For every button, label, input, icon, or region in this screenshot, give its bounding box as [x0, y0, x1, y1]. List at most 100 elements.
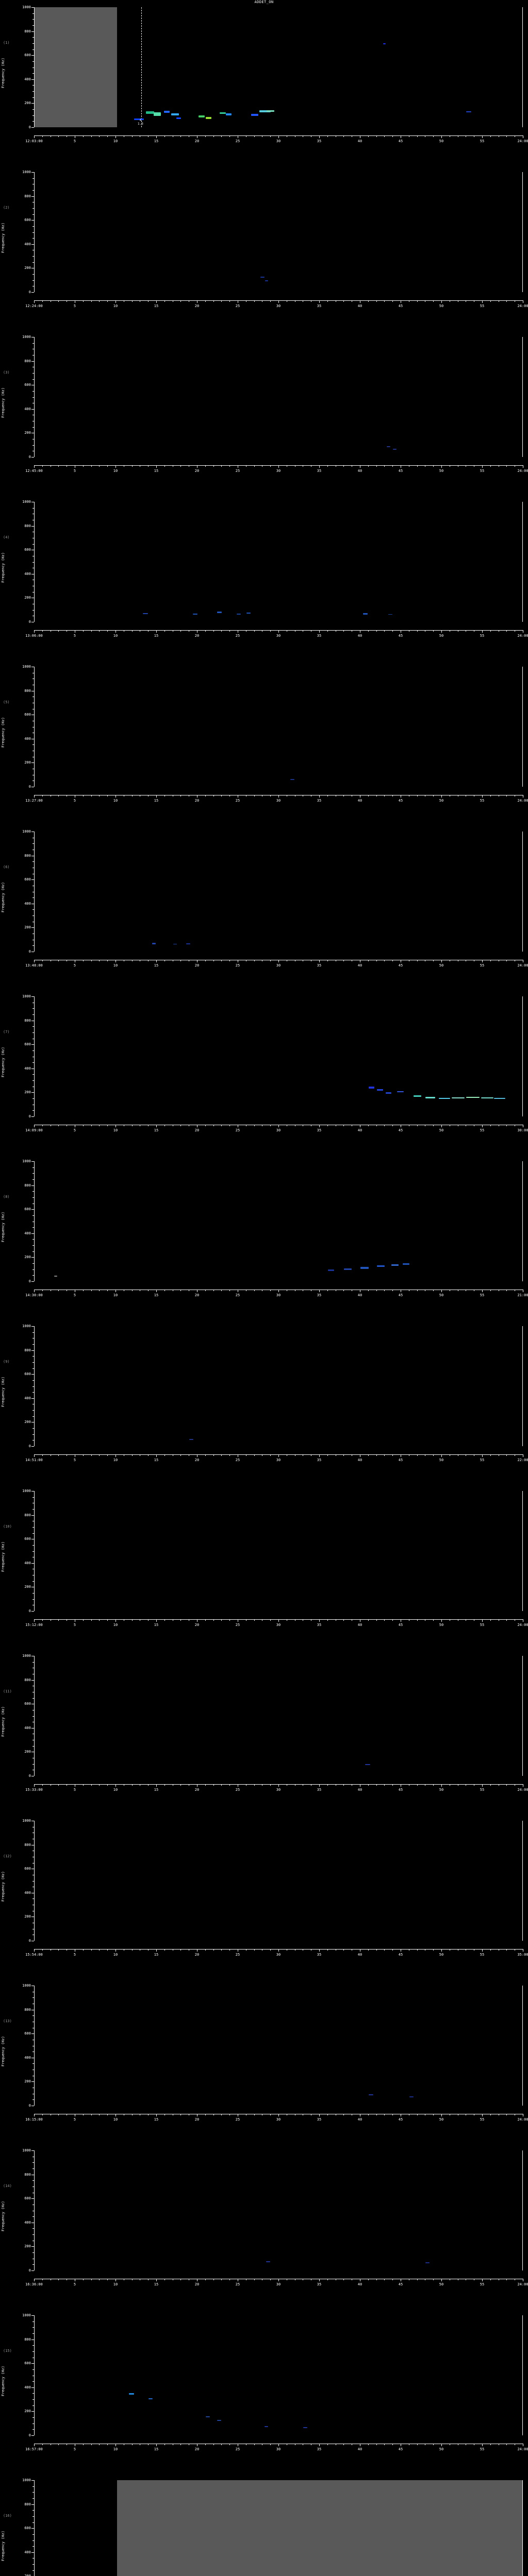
y-tick-mark-minor [32, 343, 34, 344]
x-tick-mark-minor [180, 1949, 182, 1951]
spectrogram-panel: (1) Frequency (Hz) 0 200 400 600 800 1000 4 1.3 12… [0, 5, 528, 149]
y-tick-mark-minor [32, 1239, 34, 1240]
x-tick-mark-minor [490, 1784, 491, 1786]
x-tick-mark [482, 2444, 483, 2446]
x-tick-mark-minor [254, 1125, 255, 1126]
x-tick-mark-minor [213, 2279, 214, 2280]
x-tick-mark-minor [506, 1290, 507, 1291]
x-tick-mark-minor [205, 960, 206, 961]
y-tick-mark-minor [32, 2351, 34, 2352]
x-tick-mark-minor [107, 465, 108, 467]
spectrogram-panel: (12) Frequency (Hz) 0 200 400 600 800 1000 15:54… [0, 1819, 528, 1962]
y-tick-mark-minor [32, 945, 34, 946]
detection-mark [54, 1275, 58, 1277]
x-tick-mark-minor [327, 630, 328, 632]
x-tick-mark-minor [392, 960, 393, 961]
x-tick-mark-minor [164, 300, 165, 302]
x-tick-mark-minor [327, 1949, 328, 1951]
x-tick-mark-minor [327, 2279, 328, 2280]
y-tick-mark-minor [32, 1275, 34, 1276]
y-tick-label: 200 [24, 1090, 31, 1095]
y-tick-mark-minor [32, 2180, 34, 2181]
x-tick-mark-minor [384, 1454, 385, 1456]
y-tick-mark [31, 526, 34, 527]
x-tick-mark-minor [490, 1454, 491, 1456]
x-tick-label: 30 [276, 2447, 281, 2451]
x-tick-mark-minor [42, 2444, 43, 2445]
detection-mark [362, 613, 368, 615]
x-tick-label: 24:00 [517, 304, 528, 308]
x-tick-mark-minor [58, 795, 59, 796]
detection-mark [383, 43, 386, 45]
x-tick-mark [482, 795, 483, 798]
y-tick-label: 1000 [22, 5, 31, 9]
plot-area [34, 1491, 523, 1611]
x-tick-mark-minor [384, 135, 385, 137]
x-tick-mark-minor [384, 1125, 385, 1126]
x-tick-label: 45 [398, 1953, 403, 1957]
x-tick-label: 35 [317, 304, 322, 308]
x-tick-label: 20 [194, 1623, 200, 1627]
x-tick-mark-minor [221, 1619, 222, 1621]
spectrogram-panel: (4) Frequency (Hz) 0 200 400 600 800 1000 13:06:… [0, 500, 528, 643]
x-tick-label: 5 [73, 1128, 76, 1132]
x-tick-label: 40 [357, 304, 362, 308]
y-tick-mark [31, 7, 34, 8]
x-tick-label: 24:00 [517, 2117, 528, 2122]
y-tick-mark-minor [32, 1745, 34, 1747]
y-tick-mark-minor [32, 37, 34, 38]
y-tick-mark-minor [32, 1215, 34, 1216]
x-tick-mark [482, 1125, 483, 1127]
y-tick-mark-minor [32, 2510, 34, 2511]
x-tick-mark [482, 135, 483, 138]
plot-area [34, 1326, 523, 1446]
x-tick-mark-minor [229, 1125, 230, 1126]
x-tick-label: 50 [439, 304, 444, 308]
x-tick-label: 25 [235, 2447, 240, 2451]
x-tick-mark-minor [107, 795, 108, 796]
x-tick-mark-minor [82, 135, 84, 137]
y-tick-label: 800 [24, 29, 31, 33]
y-tick-mark-minor [32, 2546, 34, 2547]
detection-mark [134, 118, 144, 120]
y-axis-label: Frequency (Hz) [1, 57, 5, 88]
x-tick-label: 30 [276, 1953, 281, 1957]
x-tick-mark-minor [327, 465, 328, 467]
y-tick-mark-minor [32, 1416, 34, 1417]
x-tick-mark-minor [229, 1290, 230, 1291]
x-tick-mark-minor [506, 795, 507, 796]
x-tick-mark [278, 795, 279, 798]
spectrogram-panel: (3) Frequency (Hz) 0 200 400 600 800 1000 12:45:… [0, 335, 528, 479]
x-tick-mark-minor [164, 960, 165, 961]
x-tick-label: 20 [194, 2282, 200, 2286]
x-tick-mark [482, 1949, 483, 1952]
x-tick-mark [34, 2279, 35, 2281]
y-axis-label: Frequency (Hz) [1, 222, 5, 253]
x-tick-mark-minor [417, 630, 418, 632]
x-tick-mark-minor [42, 465, 43, 467]
x-tick-label: 35 [317, 1623, 322, 1627]
x-tick-mark-minor [376, 135, 377, 137]
x-tick-mark-minor [433, 1290, 434, 1291]
detection-mark [246, 612, 251, 614]
y-tick-mark-minor [32, 1428, 34, 1429]
y-tick-label: 200 [24, 431, 31, 435]
x-tick-label: 15 [154, 634, 159, 638]
x-tick-label: 24:00 [517, 634, 528, 638]
x-tick-label: 25 [235, 2282, 240, 2286]
x-tick-mark-minor [131, 135, 133, 137]
x-tick-mark-minor [42, 2114, 43, 2115]
y-tick-label: 0 [28, 1939, 31, 1943]
plot-area [34, 1821, 523, 1941]
y-tick-mark-minor [32, 897, 34, 899]
x-tick-label: 15 [154, 2447, 159, 2451]
x-tick-label: 25 [235, 304, 240, 308]
x-tick-mark-minor [376, 300, 377, 302]
y-tick-mark-minor [32, 1050, 34, 1051]
y-tick-mark [31, 2315, 34, 2316]
plot-area [34, 996, 523, 1116]
x-tick-mark-minor [180, 300, 182, 302]
y-tick-label: 800 [24, 853, 31, 858]
x-tick-label: 16:15:00 [25, 2117, 43, 2122]
x-tick-mark-minor [164, 1290, 165, 1291]
